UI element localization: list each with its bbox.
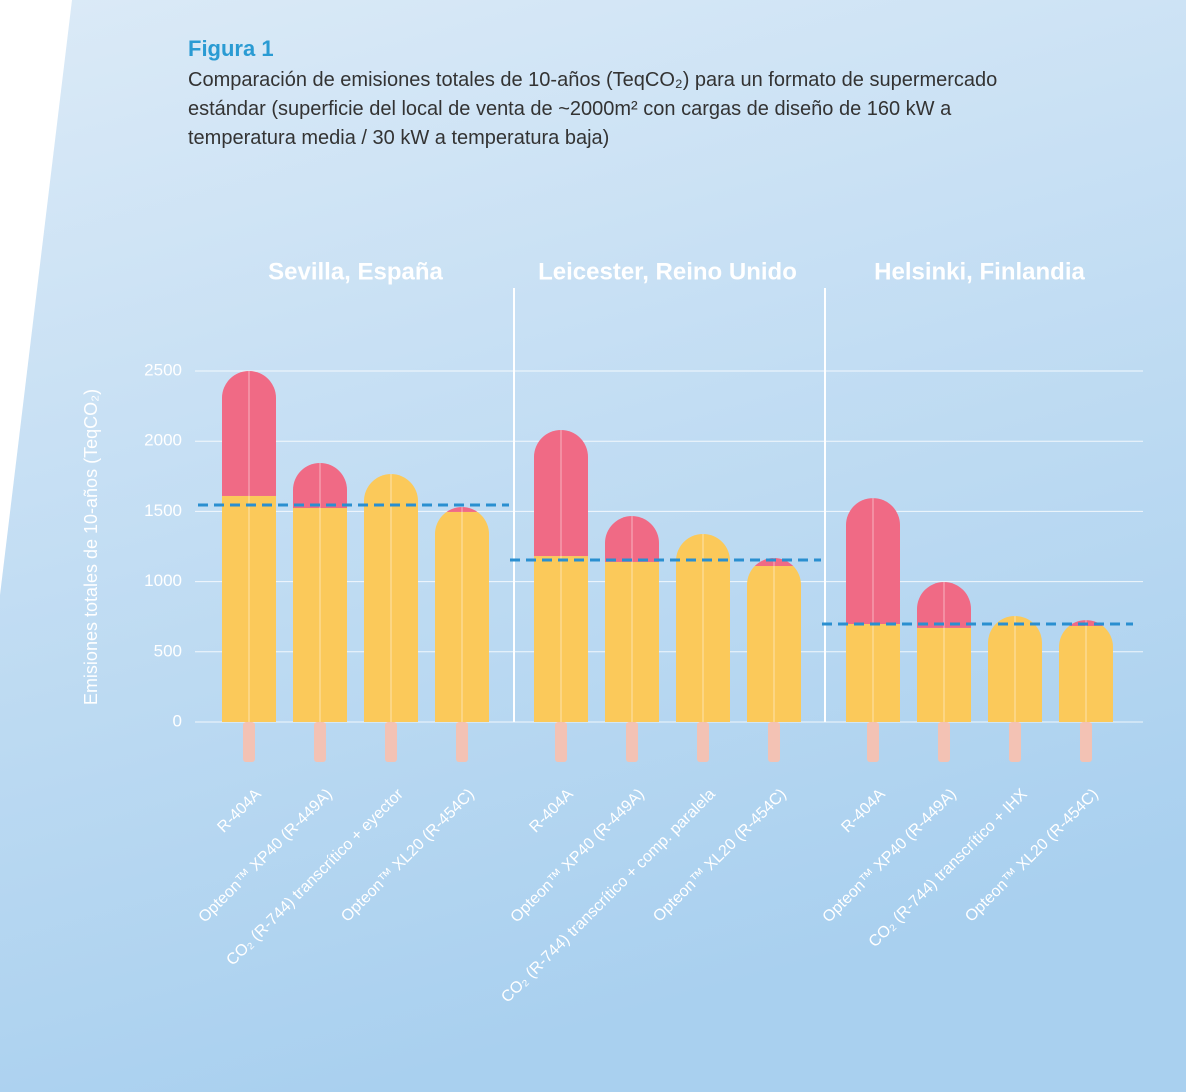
shine <box>248 371 250 722</box>
group-label: Leicester, Reino Unido <box>538 258 797 285</box>
group-label: Sevilla, España <box>268 258 443 285</box>
stick <box>1009 722 1021 762</box>
y-tick-label: 1000 <box>144 571 182 590</box>
bar-segment <box>364 474 418 722</box>
shine <box>1085 620 1087 722</box>
bar-segment <box>917 582 971 628</box>
bar-segment <box>1059 625 1113 722</box>
stick <box>243 722 255 762</box>
stick <box>768 722 780 762</box>
bar-segment <box>435 507 489 512</box>
header: Figura 1 Comparación de emisiones totale… <box>188 36 1028 153</box>
popsicle <box>676 534 730 722</box>
shine <box>631 516 633 722</box>
bar-segment <box>222 495 276 722</box>
bar-segment <box>846 498 900 625</box>
bar-segment <box>534 429 588 557</box>
shine <box>319 462 321 722</box>
shine <box>872 498 874 722</box>
bar-segment <box>222 371 276 496</box>
bar-segment <box>605 516 659 562</box>
bar-segment <box>293 462 347 509</box>
popsicle <box>435 507 489 722</box>
y-axis-label: Emisiones totales de 10-años (TeqCO₂) <box>81 389 101 705</box>
shine <box>773 558 775 722</box>
popsicle <box>293 462 347 722</box>
stick <box>314 722 326 762</box>
y-tick-label: 0 <box>173 711 182 730</box>
popsicle <box>917 582 971 722</box>
stick <box>626 722 638 762</box>
stick <box>555 722 567 762</box>
bar-segment <box>747 558 801 567</box>
shine <box>702 534 704 722</box>
stick <box>1080 722 1092 762</box>
stick <box>938 722 950 762</box>
y-tick-label: 2500 <box>144 360 182 379</box>
popsicle <box>534 429 588 722</box>
y-tick-label: 1500 <box>144 501 182 520</box>
stick <box>385 722 397 762</box>
shine <box>461 507 463 722</box>
bar-segment <box>534 556 588 722</box>
popsicle <box>846 498 900 722</box>
popsicle <box>1059 620 1113 722</box>
group-label: Helsinki, Finlandia <box>874 258 1085 285</box>
y-tick-label: 2000 <box>144 431 182 450</box>
popsicle <box>222 371 276 722</box>
bar-segment <box>988 615 1042 722</box>
bar-segment <box>435 511 489 722</box>
shine <box>390 474 392 722</box>
bar-segment <box>917 627 971 722</box>
chart-title: Figura 1 <box>188 36 274 61</box>
popsicle <box>988 615 1042 722</box>
shine <box>1014 615 1016 722</box>
bar-segment <box>676 534 730 722</box>
popsicle <box>747 558 801 722</box>
popsicle <box>605 516 659 722</box>
stick <box>697 722 709 762</box>
popsicle <box>364 474 418 722</box>
bar-segment <box>293 508 347 722</box>
corner <box>0 0 72 595</box>
bar-segment <box>747 566 801 722</box>
stick <box>456 722 468 762</box>
y-tick-label: 500 <box>154 641 182 660</box>
stick <box>867 722 879 762</box>
chart-subtitle: Comparación de emisiones totales de 10-a… <box>188 69 998 149</box>
shine <box>943 582 945 722</box>
shine <box>560 429 562 722</box>
bar-segment <box>846 624 900 722</box>
bar-segment <box>605 561 659 722</box>
